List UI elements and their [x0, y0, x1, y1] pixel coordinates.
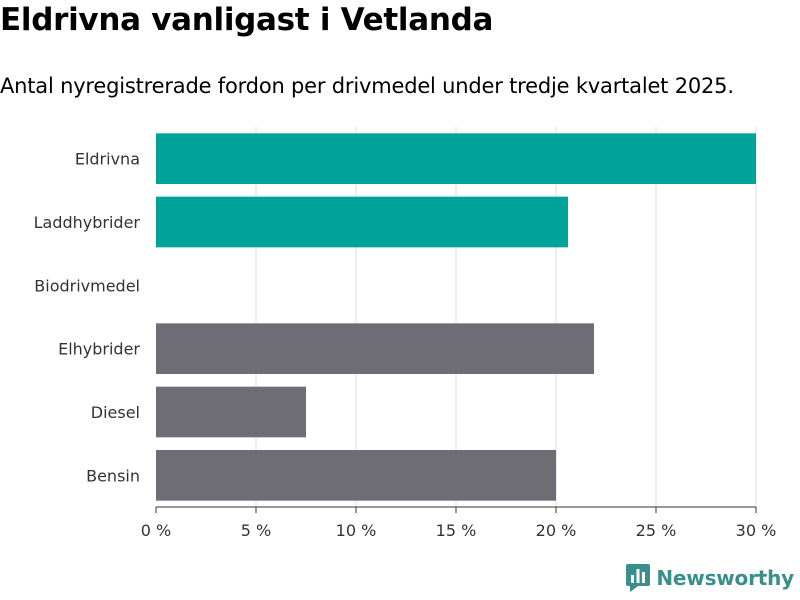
category-label: Bensin: [86, 466, 140, 485]
x-tick-label: 0 %: [141, 521, 171, 540]
category-label: Elhybrider: [58, 340, 140, 359]
chart-subtitle: Antal nyregistrerade fordon per drivmede…: [0, 74, 734, 98]
x-tick-label: 20 %: [536, 521, 577, 540]
bars: [156, 133, 756, 501]
chart-title: Eldrivna vanligast i Vetlanda: [0, 2, 494, 38]
x-axis: 0 % 5 % 10 % 15 % 20 % 25 % 30 %: [141, 506, 777, 540]
x-tick-label: 25 %: [636, 521, 677, 540]
category-label: Biodrivmedel: [34, 276, 140, 295]
category-label: Eldrivna: [75, 150, 140, 169]
x-tick-label: 5 %: [241, 521, 271, 540]
bar-eldrivna: [156, 133, 756, 184]
x-tick-label: 15 %: [436, 521, 477, 540]
newsworthy-logo-text: Newsworthy: [656, 566, 794, 590]
category-label: Laddhybrider: [34, 213, 141, 232]
bar-elhybrider: [156, 323, 594, 374]
bar-bensin: [156, 450, 556, 501]
newsworthy-logo-icon: [626, 564, 651, 592]
bar-diesel: [156, 386, 306, 438]
gridlines: [255, 127, 757, 507]
x-tick-label: 10 %: [336, 521, 377, 540]
bar-laddhybrider: [156, 196, 568, 248]
newsworthy-logo: Newsworthy: [626, 564, 794, 592]
category-label: Diesel: [91, 403, 140, 422]
x-tick-label: 30 %: [736, 521, 777, 540]
category-labels: Eldrivna Laddhybrider Biodrivmedel Elhybrid…: [34, 150, 141, 486]
